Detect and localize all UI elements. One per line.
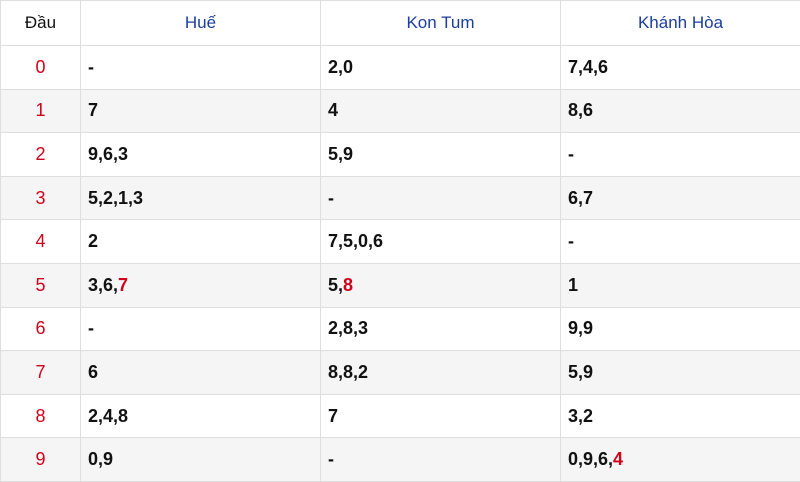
cell: 4 <box>320 88 561 134</box>
cell-text: 5, <box>328 274 344 295</box>
cell: 6,7 <box>560 175 800 221</box>
cell: 9,9 <box>560 306 800 352</box>
row-head: 8 <box>0 393 81 439</box>
header-row: Đầu Huế Kon Tum Khánh Hòa <box>0 0 800 46</box>
cell: 9,6,3 <box>80 132 321 177</box>
cell: - <box>320 437 561 482</box>
header-cell: Huế <box>80 0 321 46</box>
row-head: 0 <box>0 45 81 90</box>
row-head: 1 <box>0 88 81 134</box>
row-head: 4 <box>0 219 81 264</box>
cell: - <box>560 132 800 177</box>
header-cell: Khánh Hòa <box>560 0 800 46</box>
cell: 1 <box>560 262 800 308</box>
cell: 0,9 <box>80 437 321 482</box>
cell: 5,2,1,3 <box>80 175 321 221</box>
cell: - <box>80 45 321 90</box>
table-row: 9 0,9-0,9,6,4 <box>0 437 800 482</box>
cell-text: 3,6, <box>88 274 119 295</box>
table-row: 5 3,6,7 5,8 1 <box>0 262 800 308</box>
cell: 7,5,0,6 <box>320 219 561 264</box>
cell-text: 0,9,6, <box>568 449 614 470</box>
cell: 8,8,2 <box>320 350 561 395</box>
cell-highlight: 4 <box>613 449 624 470</box>
row-head: 2 <box>0 132 81 177</box>
table-body: 0-2,0 7,4,6 1 7 4 8,6 2 9,6,3 5,9-3 5,2,1,3-6,7 4 2… <box>0 45 800 482</box>
cell: 2,8,3 <box>320 306 561 352</box>
cell: 6 <box>80 350 321 395</box>
cell: - <box>560 219 800 264</box>
table-row: 8 2,4,8 7 3,2 <box>0 393 800 439</box>
cell: 7 <box>320 393 561 439</box>
cell: 7,4,6 <box>560 45 800 90</box>
cell: 5,9 <box>560 350 800 395</box>
row-head: 3 <box>0 175 81 221</box>
cell-highlight: 8 <box>343 274 354 295</box>
header-cell: Đầu <box>0 0 81 46</box>
cell: 3,2 <box>560 393 800 439</box>
table-row: 7 6 8,8,2 5,9 <box>0 350 800 395</box>
cell: 7 <box>80 88 321 134</box>
row-head: 5 <box>0 262 81 308</box>
table-row: 3 5,2,1,3-6,7 <box>0 175 800 221</box>
table-row: 2 9,6,3 5,9- <box>0 132 800 177</box>
row-head: 6 <box>0 306 81 352</box>
cell: 2,0 <box>320 45 561 90</box>
cell: 0,9,6,4 <box>560 437 800 482</box>
table-row: 0-2,0 7,4,6 <box>0 45 800 90</box>
cell: 5,8 <box>320 262 561 308</box>
row-head: 9 <box>0 437 81 482</box>
cell: 2 <box>80 219 321 264</box>
cell: 2,4,8 <box>80 393 321 439</box>
table-row: 1 7 4 8,6 <box>0 88 800 134</box>
table-row: 4 2 7,5,0,6- <box>0 219 800 264</box>
table-row: 6-2,8,3 9,9 <box>0 306 800 352</box>
header-cell: Kon Tum <box>320 0 561 46</box>
row-head: 7 <box>0 350 81 395</box>
cell: - <box>80 306 321 352</box>
cell-highlight: 7 <box>118 274 129 295</box>
cell: 5,9 <box>320 132 561 177</box>
cell: 3,6,7 <box>80 262 321 308</box>
cell: 8,6 <box>560 88 800 134</box>
cell: - <box>320 175 561 221</box>
